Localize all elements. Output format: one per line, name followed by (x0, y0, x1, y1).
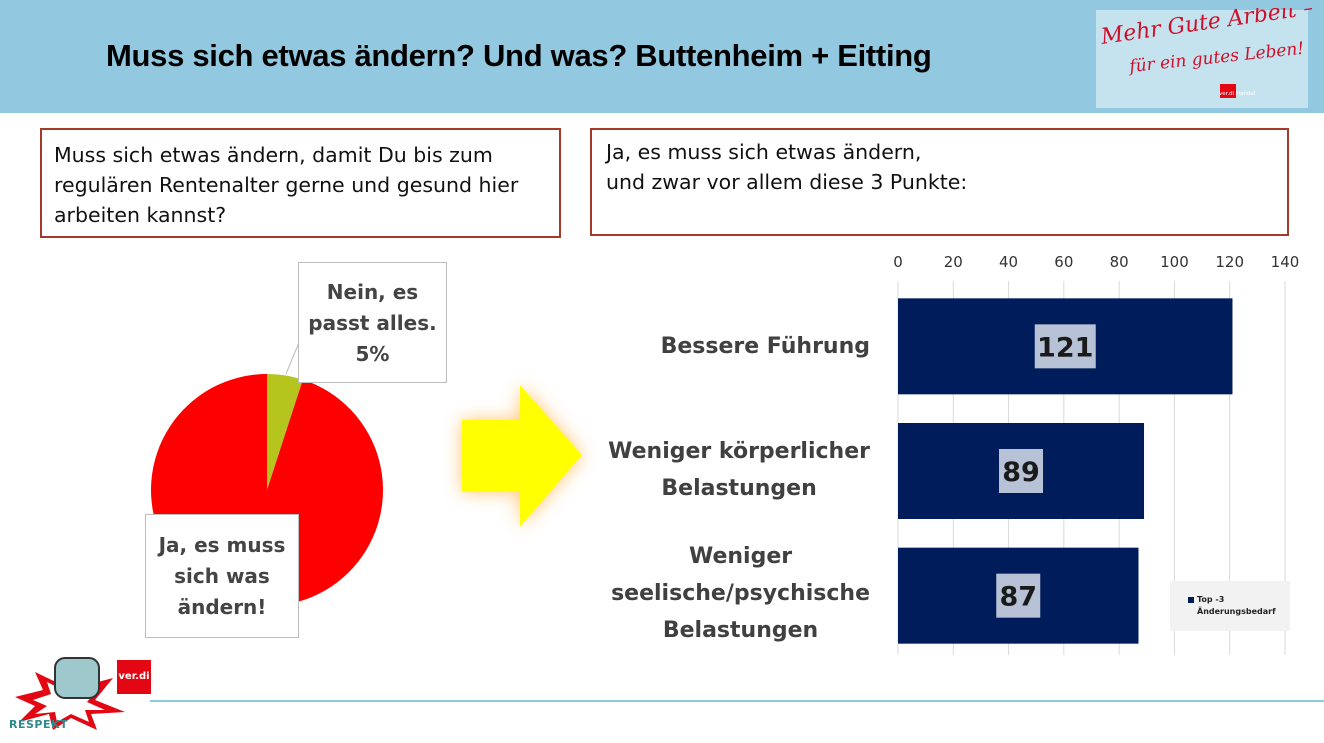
pie-label-line: Ja, es muss (158, 533, 286, 557)
logo-badge-text: ver.di Handel (1219, 91, 1256, 97)
category-label-koerperlich: Weniger körperlicher Belastungen (608, 433, 870, 507)
pie-label-line: 5% (355, 342, 390, 366)
category-label-psychisch: Weniger seelische/psychische Belastungen (611, 538, 870, 649)
legend-swatch (1188, 597, 1194, 603)
legend-label: Top -3 Änderungsbedarf (1197, 595, 1276, 616)
answer-line: Ja, es muss sich etwas ändern, (606, 140, 922, 164)
respekt-logo-text: RESPEKT (9, 718, 69, 731)
category-label-line: seelische/psychische (611, 581, 870, 606)
answer-line: und zwar vor allem diese 3 Punkte: (606, 170, 968, 194)
x-tick-label: 100 (1160, 253, 1189, 271)
question-line: Muss sich etwas ändern, damit Du bis zum (54, 143, 493, 167)
pie-slice-nein (267, 373, 303, 490)
bar (898, 547, 1139, 644)
bar (898, 298, 1233, 395)
category-label-line: Belastungen (662, 618, 819, 643)
x-tick-label: 40 (999, 253, 1019, 271)
question-line: regulären Rentenalter gerne und gesund h… (54, 173, 519, 197)
x-tick-label: 140 (1270, 253, 1300, 271)
pie-label-ja: Ja, es muss sich was ändern! (145, 514, 299, 638)
category-label-line: Belastungen (661, 476, 817, 501)
category-label-line: Weniger körperlicher (608, 439, 870, 464)
category-label-line: Weniger (688, 544, 793, 569)
verdi-handel-logo: Mehr Gute Arbeit – für ein gutes Leben! … (1096, 8, 1312, 108)
pie-label-line: ändern! (177, 595, 267, 619)
data-label-background (1034, 324, 1096, 369)
slide-title: Muss sich etwas ändern? Und was? Buttenh… (106, 38, 932, 73)
verdi-logo: ver.di (117, 660, 151, 694)
respekt-fist-logo (15, 657, 125, 730)
x-tick-label: 60 (1054, 253, 1074, 271)
question-box: Muss sich etwas ändern, damit Du bis zum… (40, 128, 561, 238)
data-label: 89 (1002, 457, 1040, 488)
data-label: 87 (999, 582, 1037, 613)
bar (898, 423, 1145, 519)
pie-label-line: Nein, es (326, 280, 419, 304)
footer-divider (150, 700, 1324, 702)
data-label: 121 (1037, 332, 1093, 363)
pie-label-nein: Nein, es passt alles. 5% (298, 262, 447, 383)
question-line: arbeiten kannst? (54, 203, 227, 227)
pie-label-line: sich was (174, 564, 270, 588)
x-tick-label: 20 (943, 253, 963, 271)
category-label-fuehrung: Bessere Führung (661, 328, 870, 365)
arrow-right-icon (462, 385, 582, 527)
data-label-background (999, 449, 1044, 493)
chart-legend: Top -3 Änderungsbedarf (1170, 581, 1290, 631)
data-label-background (996, 573, 1041, 618)
answer-box: Ja, es muss sich etwas ändern, und zwar … (590, 128, 1289, 236)
x-tick-label: 80 (1109, 253, 1129, 271)
pie-label-line: passt alles. (308, 311, 437, 335)
x-tick-label: 120 (1215, 253, 1245, 271)
x-tick-label: 0 (893, 253, 903, 271)
category-label-line: Bessere Führung (660, 334, 870, 359)
